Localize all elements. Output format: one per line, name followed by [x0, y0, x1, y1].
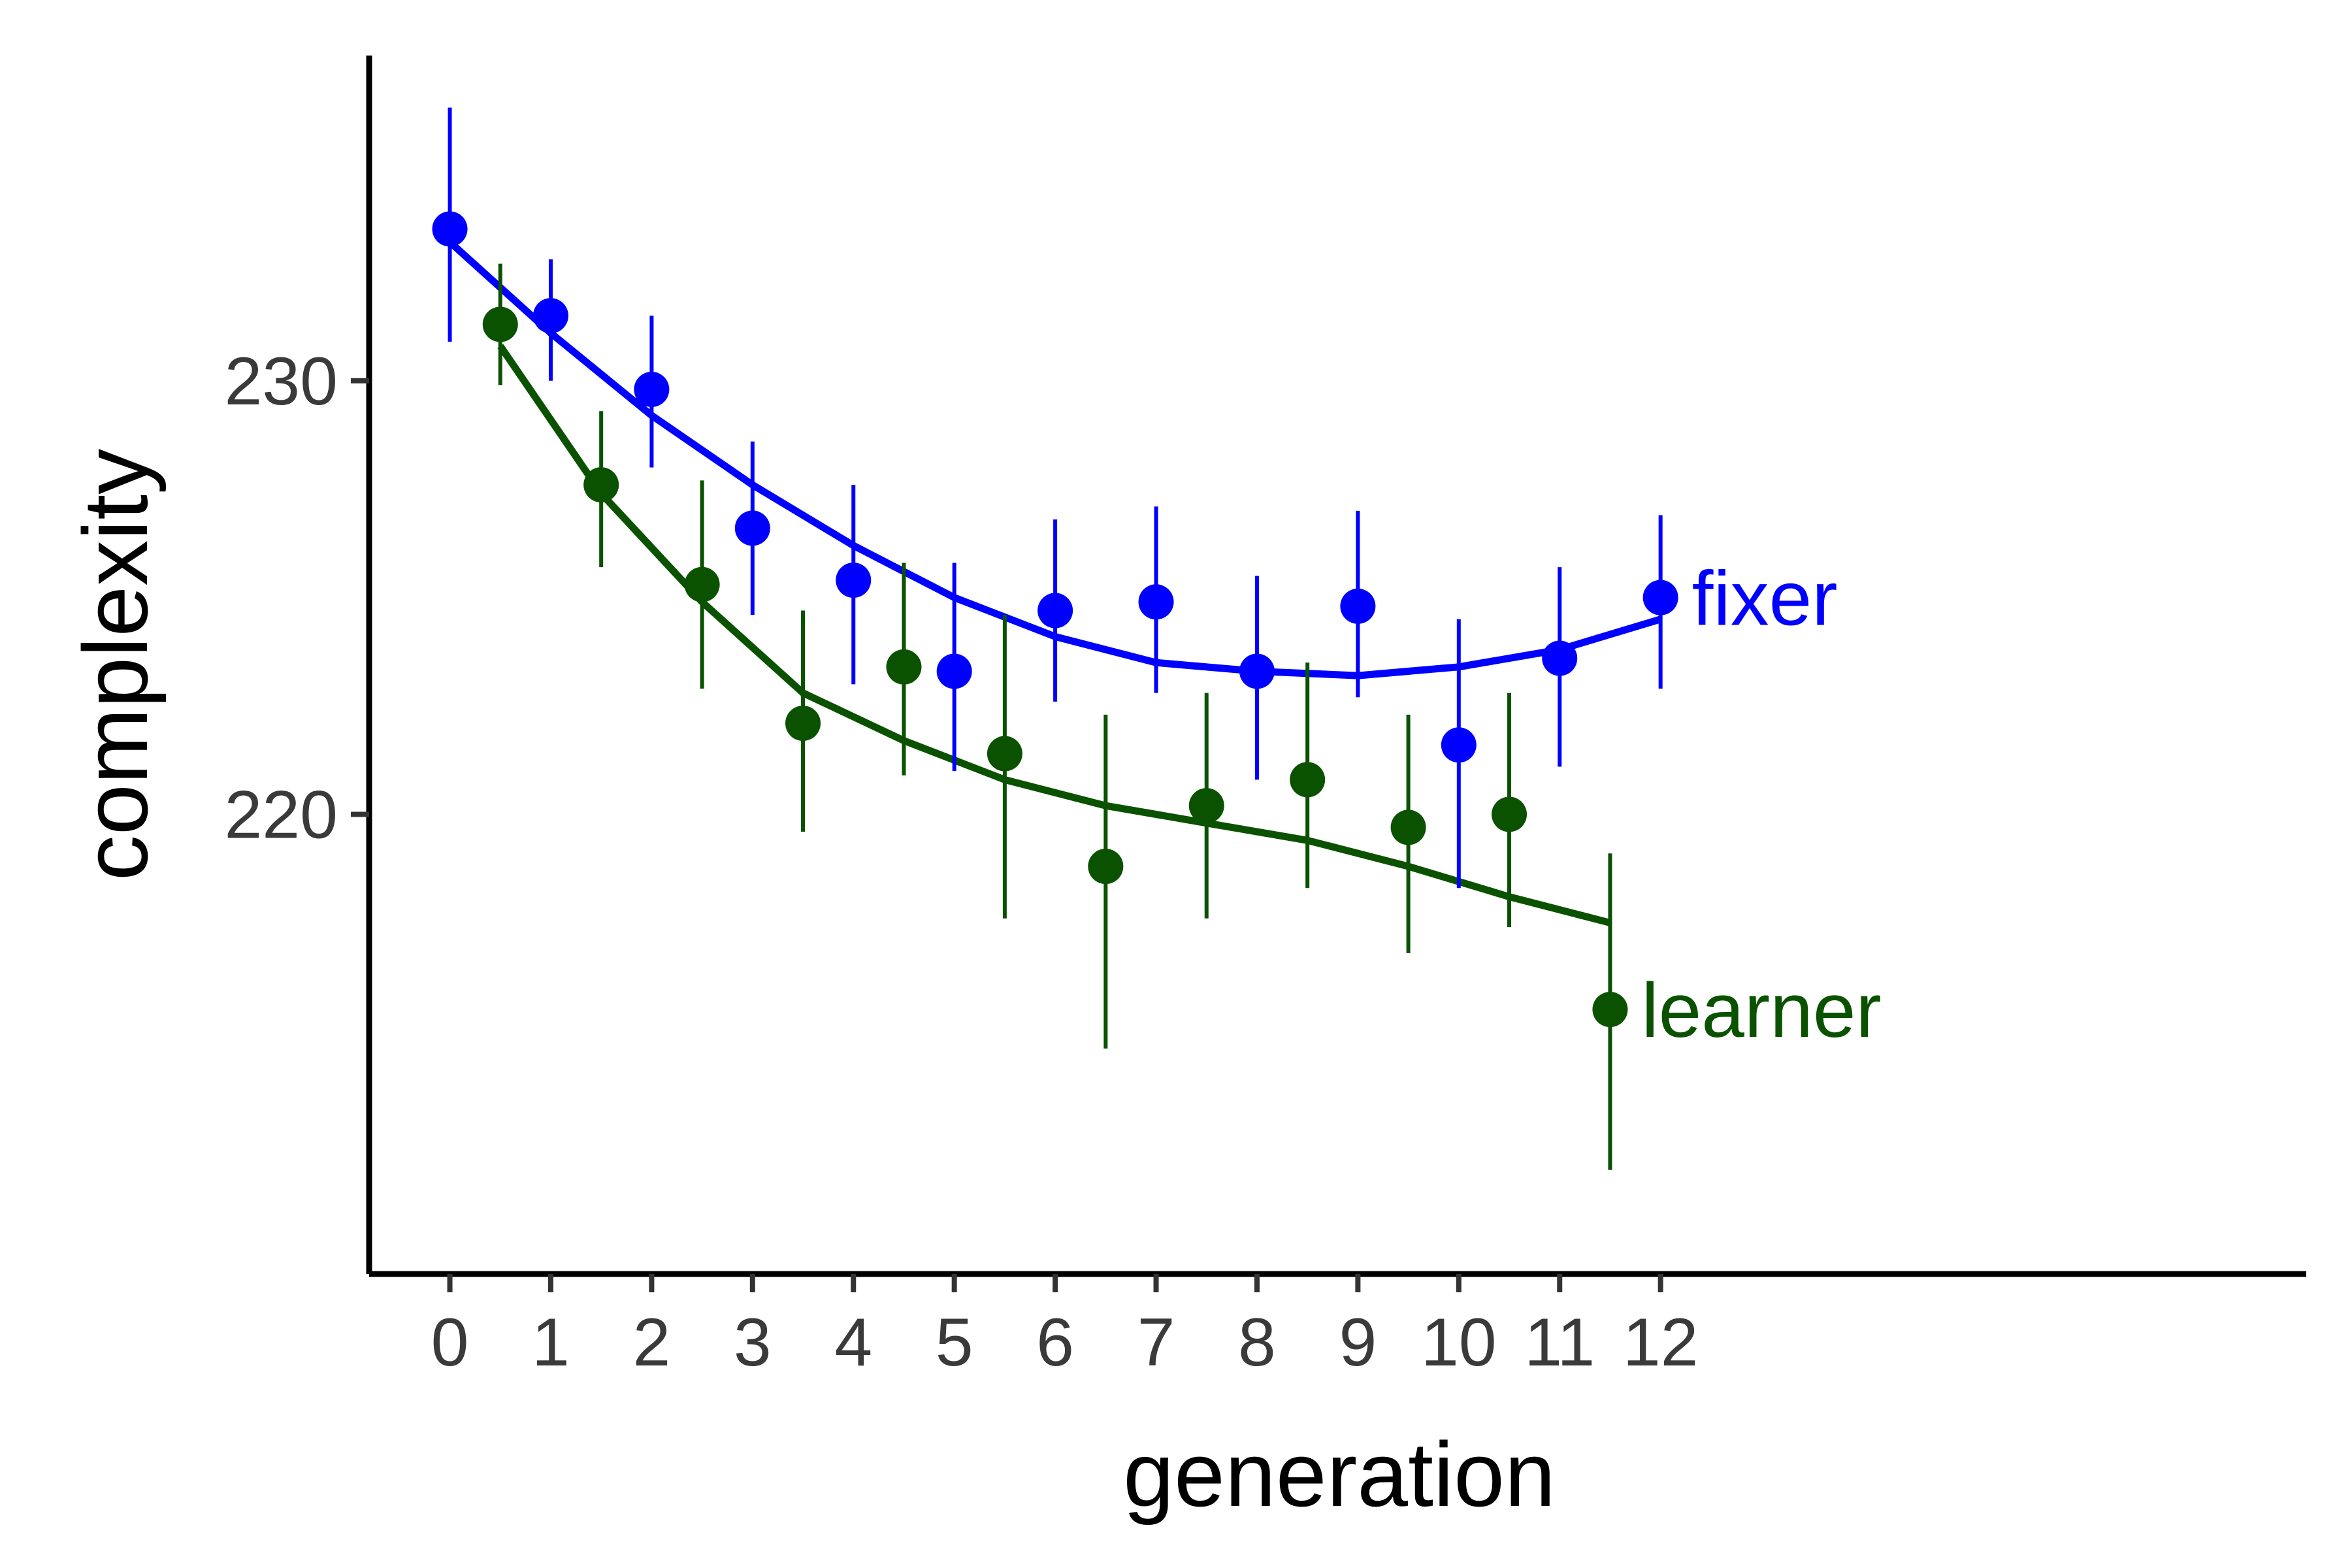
x-axis-title: generation	[1123, 1423, 1556, 1526]
x-tick-label: 6	[1036, 1305, 1074, 1380]
point-fixer	[734, 510, 770, 546]
point-fixer	[1441, 727, 1477, 763]
point-fixer	[532, 298, 568, 334]
point-learner	[1188, 788, 1224, 824]
data-points	[432, 211, 1678, 1028]
point-learner	[1290, 762, 1326, 798]
x-tick-label: 8	[1238, 1305, 1276, 1380]
point-learner	[684, 566, 720, 602]
x-tick-label: 7	[1137, 1305, 1175, 1380]
y-tick-label: 220	[224, 777, 338, 853]
point-learner	[785, 706, 821, 742]
point-fixer	[1239, 653, 1275, 689]
point-learner	[987, 736, 1022, 772]
series-label-learner: learner	[1641, 968, 1881, 1054]
point-fixer	[1542, 640, 1578, 676]
x-tick-label: 4	[834, 1305, 872, 1380]
point-fixer	[1037, 593, 1073, 629]
x-tick-label: 12	[1623, 1305, 1699, 1380]
point-learner	[1492, 796, 1527, 832]
point-fixer	[634, 372, 670, 408]
point-fixer	[936, 653, 972, 689]
x-tick-label: 5	[936, 1305, 973, 1380]
point-learner	[482, 306, 518, 342]
point-learner	[1390, 809, 1426, 845]
point-learner	[1592, 992, 1628, 1028]
y-tick-label: 230	[224, 344, 338, 419]
y-axis-title: complexity	[64, 449, 167, 881]
x-tick-label: 2	[632, 1305, 670, 1380]
series-label-fixer: fixer	[1692, 556, 1838, 642]
point-learner	[1088, 849, 1124, 885]
point-learner	[583, 467, 619, 503]
x-tick-label: 10	[1421, 1305, 1497, 1380]
point-learner	[886, 649, 922, 685]
point-fixer	[1340, 588, 1376, 624]
x-tick-label: 11	[1524, 1305, 1595, 1380]
point-fixer	[836, 563, 872, 598]
point-fixer	[1138, 584, 1174, 620]
x-tick-label: 9	[1339, 1305, 1377, 1380]
x-tick-label: 3	[734, 1305, 772, 1380]
error-bars	[448, 107, 1663, 1170]
point-fixer	[432, 211, 468, 247]
x-tick-label: 1	[532, 1305, 570, 1380]
point-fixer	[1642, 580, 1678, 615]
x-tick-label: 0	[431, 1305, 469, 1380]
